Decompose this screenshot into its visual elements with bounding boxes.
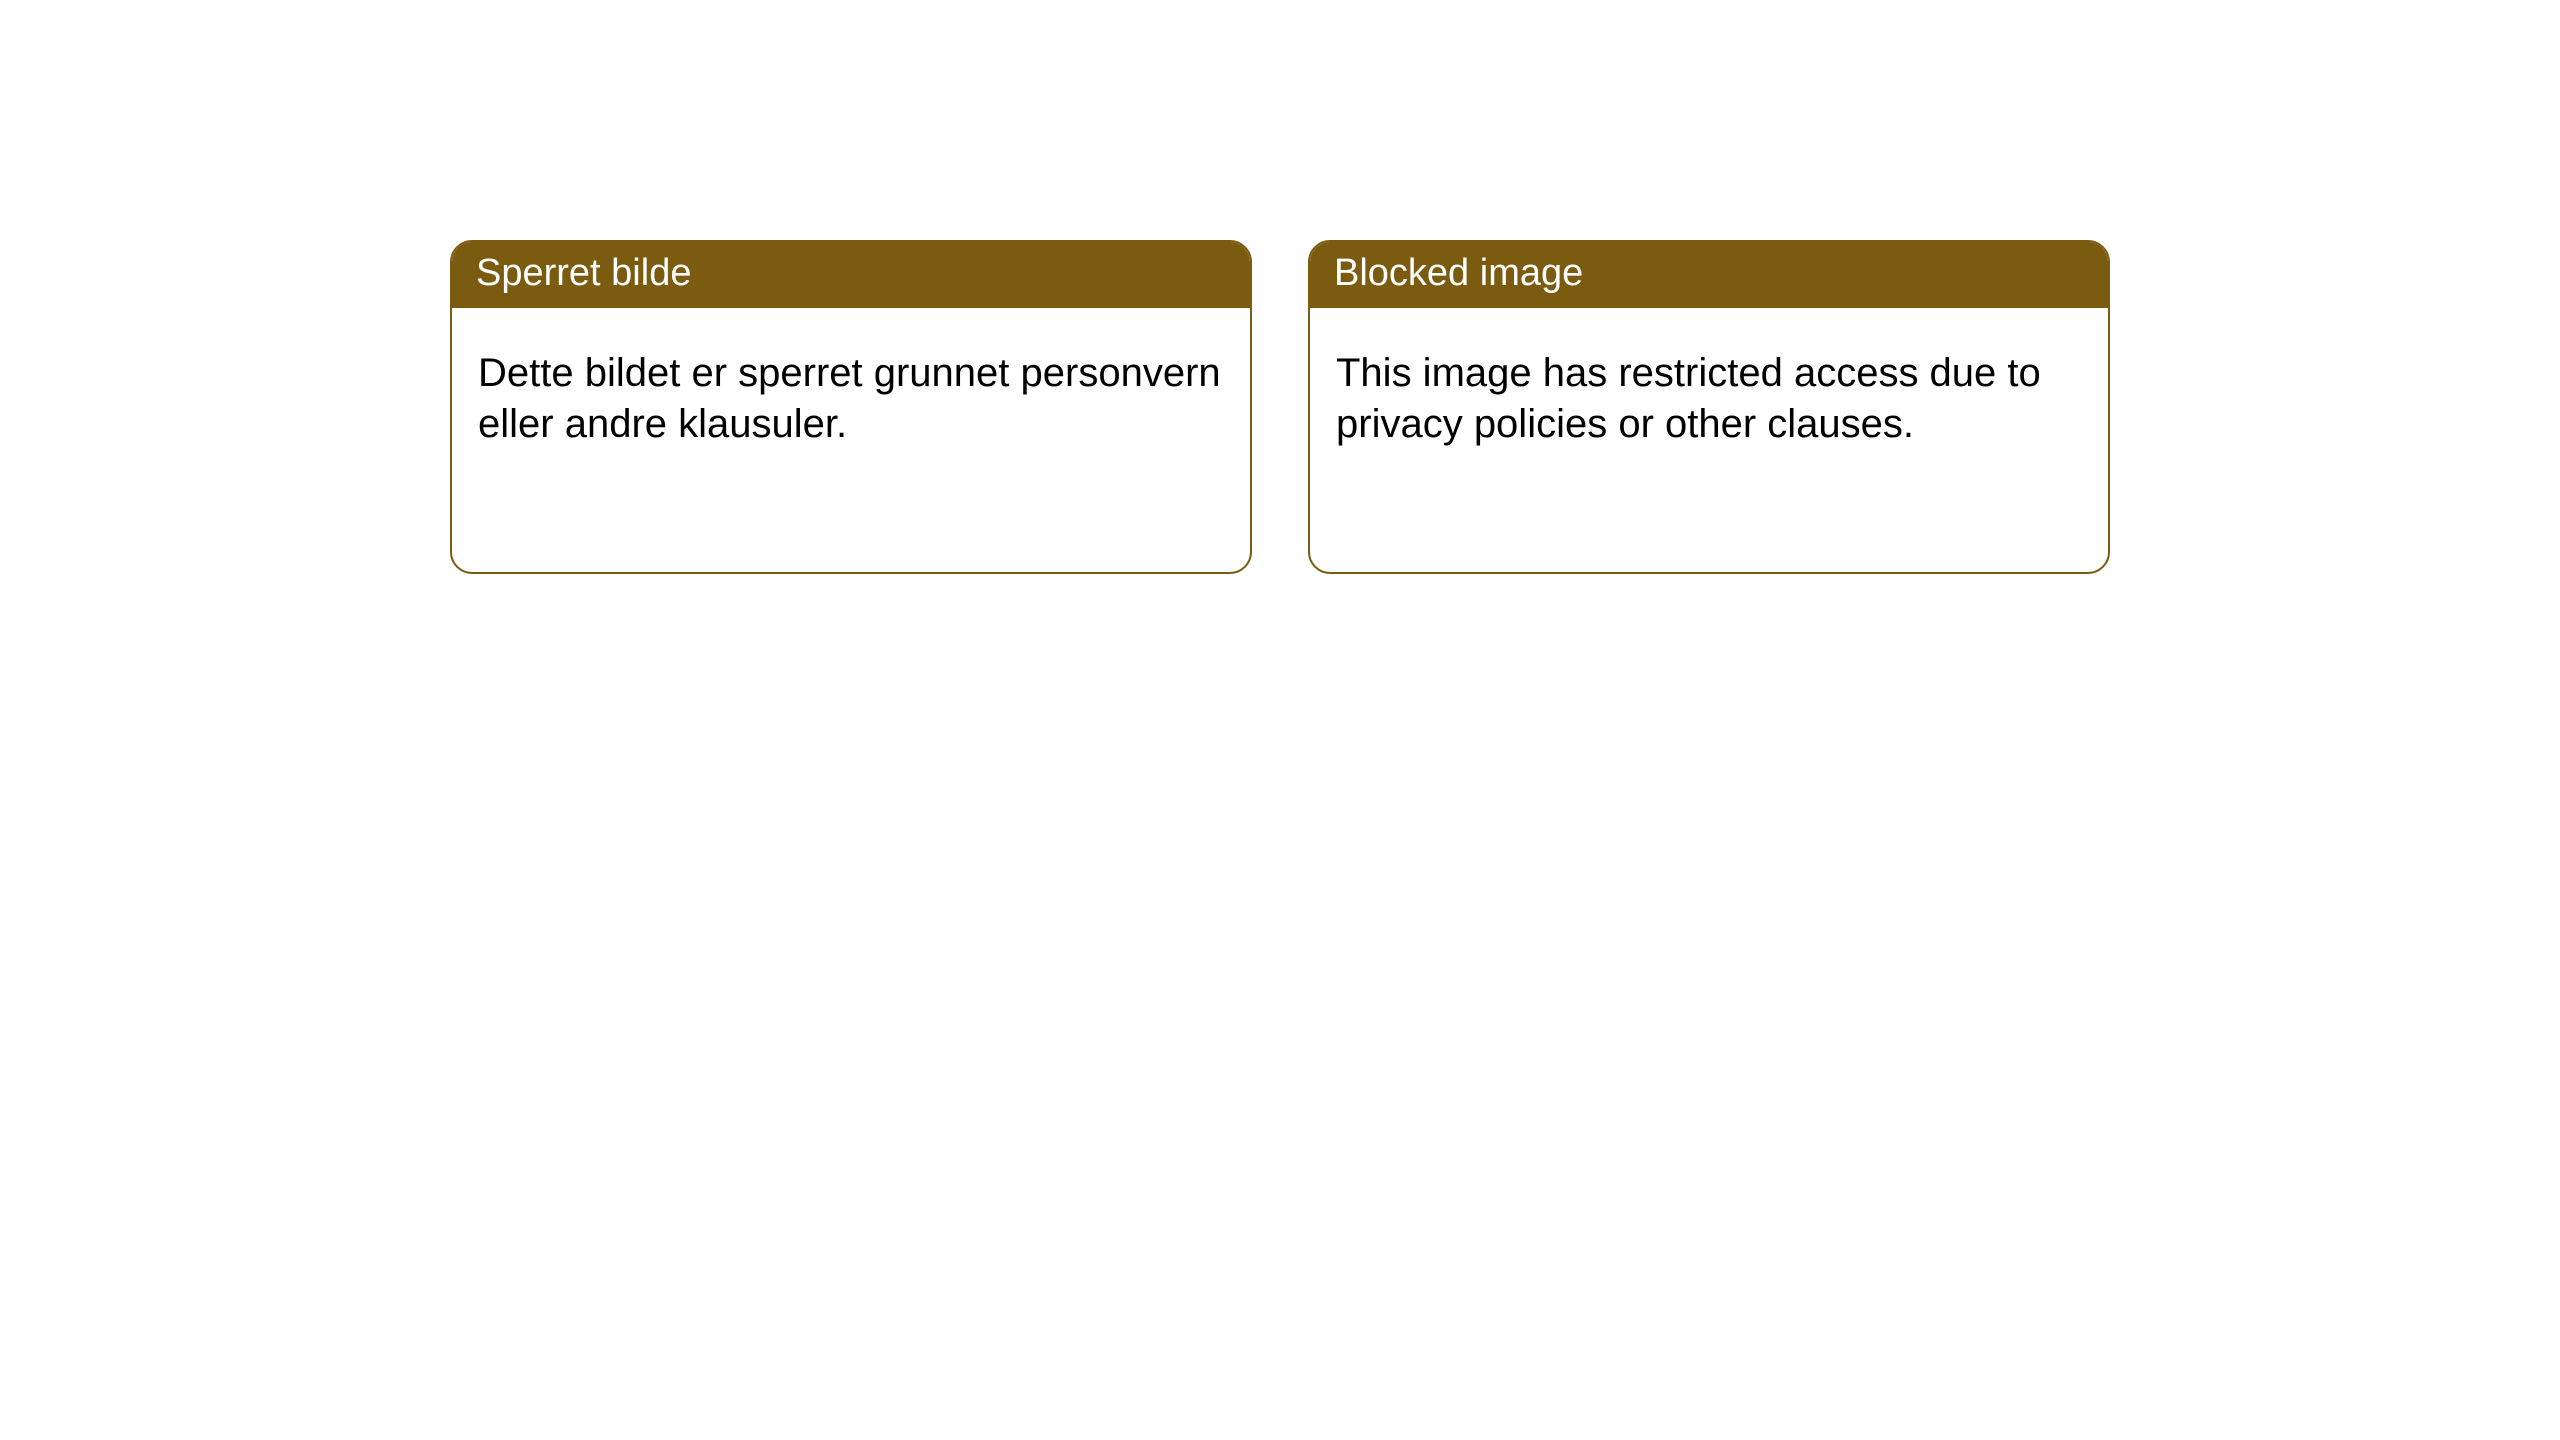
notice-header: Sperret bilde: [452, 242, 1250, 308]
notice-container: Sperret bilde Dette bildet er sperret gr…: [0, 0, 2560, 574]
notice-body: This image has restricted access due to …: [1310, 308, 2108, 490]
notice-card-norwegian: Sperret bilde Dette bildet er sperret gr…: [450, 240, 1252, 574]
notice-body: Dette bildet er sperret grunnet personve…: [452, 308, 1250, 490]
notice-header: Blocked image: [1310, 242, 2108, 308]
notice-card-english: Blocked image This image has restricted …: [1308, 240, 2110, 574]
